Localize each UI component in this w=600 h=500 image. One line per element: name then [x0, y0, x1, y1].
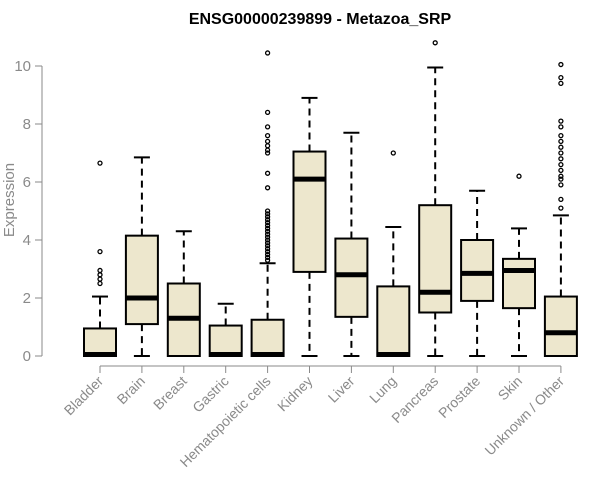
outlier-point — [264, 225, 271, 232]
outlier-point — [264, 214, 271, 220]
x-tick-label: Skin — [495, 373, 526, 404]
outlier-point — [264, 248, 271, 255]
outlier-point — [97, 280, 103, 287]
outlier-point — [264, 150, 271, 156]
box-iqr — [376, 285, 411, 357]
outlier-point — [558, 144, 564, 150]
box-iqr — [124, 234, 159, 326]
outlier-point — [558, 80, 564, 87]
chart-title: ENSG00000239899 - Metazoa_SRP — [189, 11, 452, 28]
outlier-point — [558, 196, 564, 203]
x-tick-label: Brain — [114, 373, 148, 407]
box-iqr — [83, 327, 117, 358]
outlier-point — [264, 132, 271, 139]
box-iqr — [418, 204, 453, 314]
x-tick-label: Unknown / Other — [481, 373, 567, 459]
outlier-point — [264, 231, 271, 237]
box-bladder — [83, 160, 117, 358]
outlier-point — [264, 143, 271, 149]
x-tick-label: Pancreas — [388, 373, 441, 426]
outlier-point — [264, 219, 271, 226]
box-prostate — [460, 189, 495, 357]
x-tick-label: Liver — [325, 373, 358, 406]
outlier-point — [558, 74, 564, 81]
outlier-point — [558, 182, 564, 188]
outlier-point — [558, 156, 564, 162]
box-gastric — [208, 302, 243, 358]
outlier-point — [264, 243, 271, 249]
outlier-point — [432, 40, 438, 46]
outlier-point — [264, 208, 271, 214]
outlier-point — [264, 124, 271, 130]
outlier-point — [97, 267, 103, 274]
y-tick-label: 6 — [23, 174, 31, 191]
outlier-point — [390, 150, 396, 156]
outlier-point — [264, 185, 271, 191]
y-tick-label: 0 — [23, 348, 31, 365]
outlier-point — [558, 167, 564, 174]
outlier-point — [558, 138, 564, 145]
outlier-point — [558, 161, 564, 168]
outlier-point — [264, 170, 271, 176]
y-tick-label: 4 — [23, 232, 31, 249]
x-tick-label: Lung — [366, 373, 399, 406]
outlier-point — [558, 132, 564, 139]
x-tick-label: Bladder — [61, 373, 107, 419]
x-tick-label: Kidney — [274, 373, 316, 415]
y-tick-label: 2 — [23, 290, 31, 307]
outlier-point — [264, 222, 271, 229]
box-skin — [502, 173, 536, 357]
outlier-point — [264, 257, 271, 263]
box-pancreas — [418, 40, 453, 357]
box-iqr — [502, 257, 536, 310]
outlier-point — [264, 234, 271, 240]
box-iqr — [460, 239, 495, 302]
outlier-point — [558, 150, 564, 156]
box-iqr — [334, 237, 369, 318]
box-kidney — [292, 96, 327, 357]
y-axis: 0 2 4 6 8 10 — [14, 58, 43, 365]
outlier-point — [264, 228, 271, 234]
outlier-point — [558, 61, 564, 68]
outlier-point — [264, 50, 271, 56]
box-iqr — [543, 295, 578, 357]
box-iqr — [292, 150, 327, 273]
outlier-point — [97, 160, 103, 166]
box-lung — [376, 150, 411, 358]
box-series — [83, 40, 578, 358]
outlier-point — [264, 254, 271, 261]
outlier-point — [264, 246, 271, 252]
outlier-point — [264, 237, 271, 243]
x-tick-label: Prostate — [435, 373, 483, 421]
outlier-point — [97, 276, 103, 282]
y-tick-label: 10 — [14, 58, 31, 75]
outlier-point — [558, 176, 564, 182]
outlier-point — [558, 118, 564, 124]
outlier-point — [264, 138, 271, 145]
box-hematopoietic-cells — [250, 50, 285, 358]
x-tick-label: Breast — [150, 373, 190, 413]
outlier-point — [264, 109, 271, 116]
outlier-point — [264, 240, 271, 246]
outlier-point — [558, 205, 564, 211]
box-iqr — [208, 324, 243, 357]
outlier-point — [97, 248, 103, 255]
y-tick-label: 8 — [23, 116, 31, 133]
outlier-point — [264, 211, 271, 217]
box-liver — [334, 131, 369, 357]
outlier-point — [264, 147, 271, 153]
outlier-point — [264, 217, 271, 223]
box-unknown-other — [543, 61, 578, 357]
outlier-point — [558, 124, 564, 130]
outlier-point — [516, 173, 522, 179]
outlier-point — [264, 251, 271, 258]
outlier-point — [558, 173, 564, 179]
y-axis-label: Expression — [1, 163, 18, 237]
box-iqr — [250, 318, 285, 357]
outlier-point — [97, 272, 103, 278]
box-brain — [124, 156, 159, 357]
box-breast — [166, 230, 201, 357]
